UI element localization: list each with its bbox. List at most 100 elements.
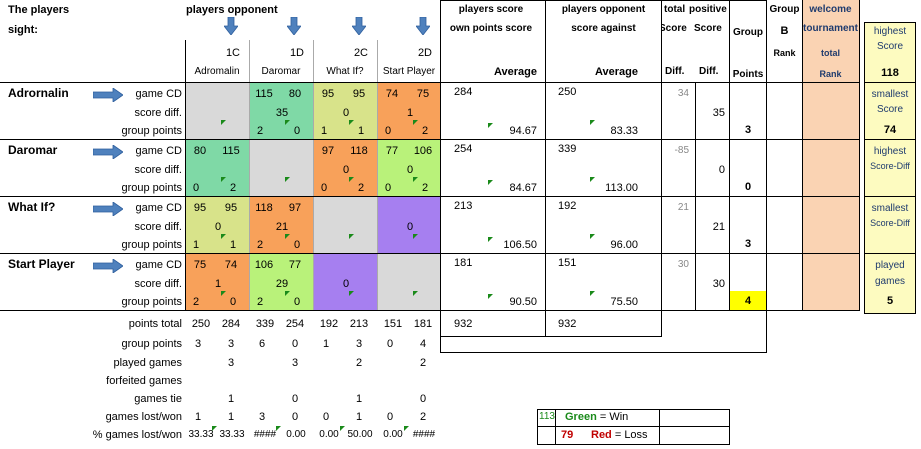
pct-games-won: 0.00 bbox=[286, 429, 306, 440]
score-diff-value: 0 bbox=[342, 107, 350, 119]
games-lost-value: 1 bbox=[194, 411, 202, 423]
score-diff-header-box: total positive Score Score bbox=[661, 0, 731, 40]
game-score-own: 115 bbox=[255, 88, 273, 100]
score-diff-value: 1 bbox=[406, 107, 414, 119]
legend-loss: Red = Loss bbox=[591, 429, 648, 441]
points-total-against: 192 bbox=[319, 318, 339, 330]
group-points-opponent: 2 bbox=[421, 125, 429, 137]
summary-label: group points bbox=[121, 338, 182, 350]
summary-label: points total bbox=[128, 318, 182, 330]
played-games-value: 2 bbox=[419, 357, 427, 369]
own-score-average: 94.67 bbox=[509, 125, 537, 137]
game-score-own: 75 bbox=[193, 259, 207, 271]
total-rank-header-2: Rank bbox=[819, 69, 842, 79]
highest-diff-label-2: Score-Diff bbox=[870, 161, 910, 171]
game-score-opponent: 95 bbox=[352, 88, 366, 100]
game-score-own: 95 bbox=[193, 202, 207, 214]
group-b-header-1: Group bbox=[769, 4, 800, 15]
row-label-diff: score diff. bbox=[134, 278, 183, 290]
game-score-own: 77 bbox=[385, 145, 399, 157]
arrow-right-icon bbox=[93, 145, 123, 159]
group-points-own: 0 bbox=[192, 182, 200, 194]
comment-marker-icon bbox=[590, 120, 595, 125]
comment-marker-icon bbox=[488, 294, 493, 299]
group-points-total: 3 bbox=[744, 124, 752, 136]
own-score-total: 284 bbox=[454, 86, 473, 98]
pct-games-lost: 0.00 bbox=[383, 429, 403, 440]
legend-win-word: Green bbox=[565, 411, 597, 423]
comment-marker-icon bbox=[349, 120, 354, 125]
positive-header: positive bbox=[689, 4, 727, 15]
col-code-3: 2C bbox=[353, 47, 368, 59]
match-cell bbox=[186, 83, 249, 139]
row-label-points: group points bbox=[121, 296, 182, 308]
own-score-average: 84.67 bbox=[509, 182, 537, 194]
comment-marker-icon bbox=[349, 234, 354, 239]
smallest-score-label-2: Score bbox=[876, 104, 904, 115]
row-label-game: game CD bbox=[135, 202, 182, 214]
match-cell bbox=[378, 83, 441, 139]
group-points-against: 6 bbox=[258, 338, 266, 350]
games-lost-value: 0 bbox=[386, 411, 394, 423]
group-points-opponent: 2 bbox=[229, 182, 237, 194]
score-diff-total: 34 bbox=[677, 88, 689, 99]
pct-games-won: #### bbox=[412, 429, 436, 440]
stats-column bbox=[864, 22, 916, 314]
comment-marker-icon bbox=[413, 177, 418, 182]
pct-games-won: 50.00 bbox=[347, 429, 373, 440]
pct-games-won: 33.33 bbox=[219, 429, 245, 440]
group-points-own: 1 bbox=[320, 125, 328, 137]
group-points-against: 0 bbox=[386, 338, 394, 350]
game-score-own: 74 bbox=[385, 88, 399, 100]
col-name-2: Daromar bbox=[261, 66, 301, 77]
match-cell bbox=[250, 197, 313, 253]
score-diff-value: 35 bbox=[275, 107, 289, 119]
against-score-average: 96.00 bbox=[610, 239, 638, 251]
own-score-total: 181 bbox=[454, 257, 473, 269]
games-won-value: 1 bbox=[227, 411, 235, 423]
score-diff-value: 29 bbox=[275, 278, 289, 290]
row-label-game: game CD bbox=[135, 88, 182, 100]
games-won-value: 2 bbox=[419, 411, 427, 423]
group-points-own: 4 bbox=[419, 338, 427, 350]
comment-marker-icon bbox=[285, 120, 290, 125]
group-points-own: 2 bbox=[256, 239, 264, 251]
comment-marker-icon bbox=[276, 426, 281, 431]
legend-loss-num: 79 bbox=[561, 429, 574, 441]
group-points-own: 0 bbox=[291, 338, 299, 350]
match-cell bbox=[378, 254, 441, 310]
score-diff-value: 0 bbox=[342, 278, 350, 290]
points-header: Points bbox=[732, 69, 764, 80]
row-label-diff: score diff. bbox=[134, 164, 183, 176]
match-cell bbox=[250, 254, 313, 310]
comment-marker-icon bbox=[413, 234, 418, 239]
legend-win: Green = Win bbox=[565, 411, 628, 423]
smallest-score-value: 74 bbox=[883, 124, 897, 136]
summary-label: % games lost/won bbox=[92, 429, 182, 441]
group-points-opponent: 0 bbox=[293, 296, 301, 308]
score-diff-value: 0 bbox=[406, 221, 414, 233]
played-games-value: 2 bbox=[355, 357, 363, 369]
against-score-average: 113.00 bbox=[605, 182, 638, 194]
games-tie-value: 0 bbox=[419, 393, 427, 405]
game-score-opponent: 97 bbox=[288, 202, 302, 214]
game-score-opponent: 80 bbox=[288, 88, 302, 100]
summary-label: forfeited games bbox=[106, 375, 182, 387]
welcome-header: welcome bbox=[809, 4, 852, 15]
group-points-opponent: 1 bbox=[357, 125, 365, 137]
smallest-score-label-1: smallest bbox=[871, 89, 909, 100]
row-label-diff: score diff. bbox=[134, 107, 183, 119]
arrow-down-icon bbox=[352, 17, 366, 35]
smallest-diff-label-2: Score-Diff bbox=[870, 218, 910, 228]
positive-score-diff: 35 bbox=[712, 107, 725, 119]
group-points-own: 1 bbox=[192, 239, 200, 251]
points-total-own: 181 bbox=[413, 318, 433, 330]
played-games-value: 5 bbox=[886, 295, 894, 307]
score-diff-total: -85 bbox=[674, 145, 689, 156]
played-games-value: 3 bbox=[291, 357, 299, 369]
row-label-game: game CD bbox=[135, 259, 182, 271]
game-score-opponent: 77 bbox=[288, 259, 302, 271]
group-points-own: 3 bbox=[355, 338, 363, 350]
comment-marker-icon bbox=[413, 120, 418, 125]
own-score-average: 106.50 bbox=[503, 239, 537, 251]
